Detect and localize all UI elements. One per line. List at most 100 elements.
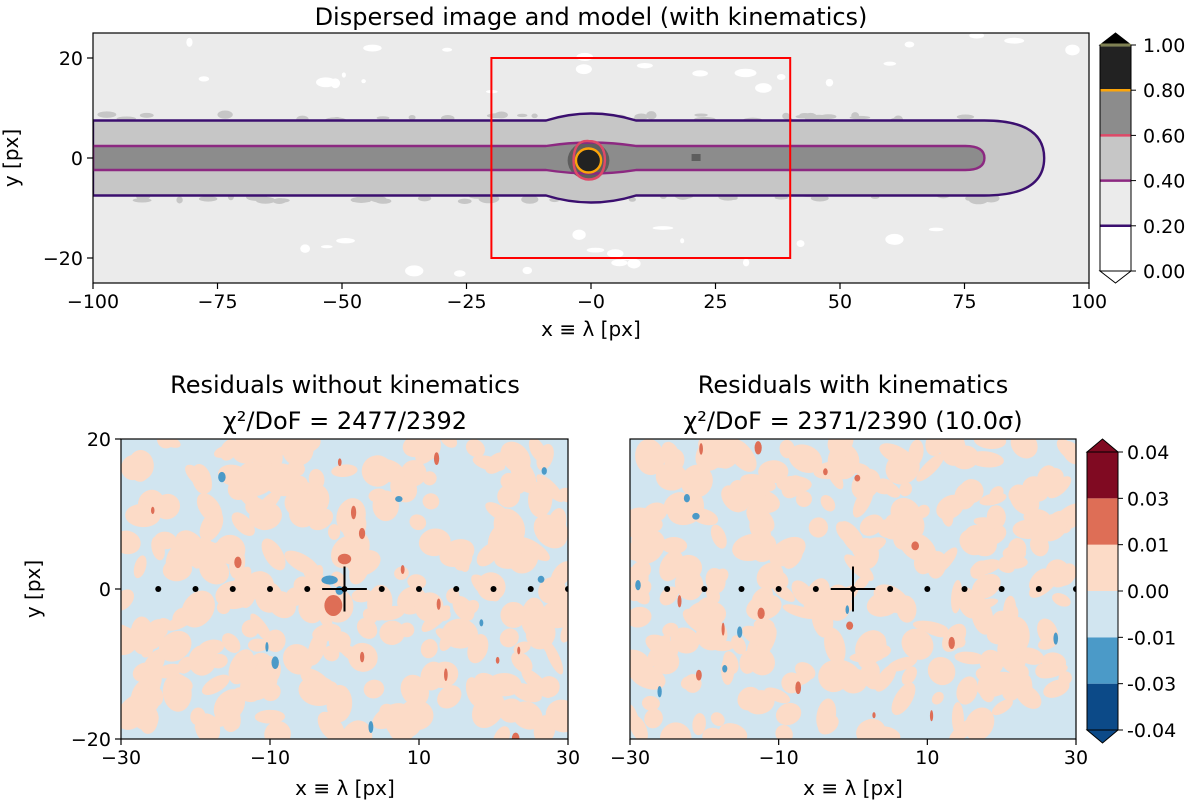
residual-positive-patch [811,607,829,638]
residual-positive-patch [248,638,268,652]
left-x-axis-label: x ≡ λ [px] [295,776,395,800]
band-edge-noise [376,116,390,120]
band-edge-noise [176,196,183,204]
residual-positive-patch [254,709,286,724]
top-y-axis: −20 0 20 [43,48,93,270]
left-residual-title: Residuals without kinematics [170,371,520,399]
residual-positive-patch [437,685,462,709]
residual-positive-patch [975,667,1001,685]
noise-speck [776,73,786,81]
band-edge-noise [408,115,416,121]
x-tick-label: −25 [446,291,486,313]
residual-speck [495,656,500,664]
residual-positive-patch [363,679,385,699]
residual-positive-patch [951,445,979,470]
band-edge-noise [580,114,600,121]
residual-positive-patch [284,489,313,517]
residual-positive-patch [698,439,730,459]
residual-positive-patch [158,630,192,662]
residual-positive-patch [971,573,1001,599]
noise-speck [885,233,904,245]
residual-positive-patch [659,550,684,582]
colorbar-band [1087,591,1118,638]
residual-positive-patch [690,467,709,483]
residual-positive-patch [751,587,773,608]
residual-positive-patch [865,671,883,690]
noise-speck [586,247,605,253]
residual-positive-patch [170,675,193,693]
x-tick-label: 100 [1071,291,1107,313]
residual-speck [541,467,547,475]
colorbar-frame [1099,44,1132,272]
trace-dot [267,586,273,592]
colorbar-band [1100,135,1131,181]
zoom-region-box [490,57,792,259]
trace-dot [416,586,422,592]
noise-speck [442,47,453,52]
residual-positive-patch [951,580,963,614]
residual-positive-patch [844,554,874,582]
residual-positive-patch [315,510,331,530]
residual-positive-patch [328,524,341,540]
residual-positive-patch [791,580,815,607]
residual-positive-patch [916,453,945,482]
trace-dot [961,586,968,592]
residual-positive-patch [854,537,879,570]
residual-positive-patch [499,628,519,648]
residual-positive-patch [848,462,871,475]
residual-positive-patch [356,618,378,639]
residual-positive-patch [1056,439,1076,461]
residual-positive-patch [1036,465,1058,491]
colorbar-band [1100,225,1131,271]
residual-positive-patch [649,517,663,532]
residual-positive-patch [991,610,1014,634]
residual-speck [517,646,521,655]
noise-speck [607,249,624,258]
colorbar-tick-label: 0.00 [1127,581,1169,603]
residual-positive-patch [196,493,223,524]
top-y-axis-label: y [px] [0,129,23,187]
residual-positive-patch [954,482,977,510]
residual-positive-patch [214,445,233,458]
residual-positive-patch [372,703,408,730]
residual-positive-patch [414,592,444,622]
x-tick-label: 30 [556,747,580,769]
residual-speck [872,712,876,719]
residual-speck [722,665,728,673]
noise-speck [454,270,466,277]
residual-positive-patch [1047,476,1072,499]
residual-positive-patch [511,651,533,674]
residual-positive-patch [879,443,914,466]
residual-speck [234,556,242,569]
residual-positive-patch [630,704,641,737]
residual-positive-patch [721,485,747,513]
residual-positive-patch [970,559,1001,576]
noise-speck [627,258,641,269]
band-edge-noise [417,195,432,202]
x-tick-label: 75 [952,291,976,313]
y-tick-label: 0 [99,579,111,601]
trace-dot [1035,586,1042,592]
residual-positive-patch [234,687,258,703]
residual-positive-patch [511,683,542,703]
residual-positive-patch [154,531,177,550]
residual-positive-patch [420,638,438,659]
trace-dot [490,586,497,592]
residual-positive-patch [545,699,568,733]
residual-positive-patch [795,490,812,508]
band-edge-noise [976,197,989,203]
residual-positive-patch [824,627,846,665]
right-x-axis: −30 −10 10 30 [610,739,1088,769]
colorbar-band [1087,452,1118,499]
residual-positive-patch [741,625,774,648]
residual-positive-patch [157,439,175,449]
residual-positive-patch [644,708,663,729]
residual-positive-patch [340,720,373,739]
noise-speck [363,44,382,52]
residual-positive-patch [476,543,500,567]
residual-positive-patch [231,512,255,536]
x-tick-label: 30 [1064,747,1088,769]
residual-speck [433,452,440,465]
left-residual-subtitle: χ²/DoF = 2477/2392 [223,407,467,435]
residual-positive-patch [261,538,286,571]
